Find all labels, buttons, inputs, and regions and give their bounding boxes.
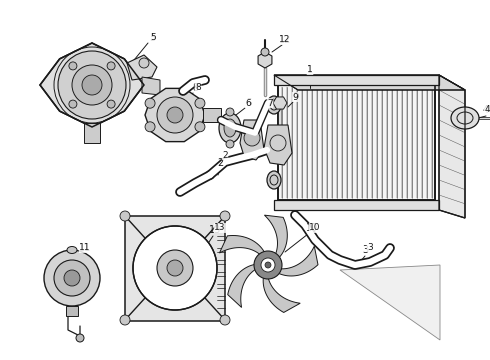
Circle shape [120, 211, 130, 221]
Circle shape [120, 315, 130, 325]
Polygon shape [264, 125, 292, 165]
Text: 2: 2 [222, 150, 228, 159]
Polygon shape [265, 215, 287, 258]
Circle shape [72, 65, 112, 105]
Circle shape [220, 211, 230, 221]
Text: 10: 10 [309, 224, 321, 233]
Circle shape [167, 260, 183, 276]
Polygon shape [228, 264, 257, 307]
Circle shape [107, 100, 115, 108]
Text: 3: 3 [362, 245, 368, 255]
Text: 1: 1 [307, 66, 313, 75]
Text: 13: 13 [214, 224, 226, 233]
Text: 8: 8 [192, 83, 198, 93]
Text: 11: 11 [79, 243, 91, 253]
Text: 5: 5 [149, 33, 155, 43]
Text: 12: 12 [279, 36, 291, 45]
Circle shape [157, 250, 193, 286]
Text: 3: 3 [367, 243, 373, 252]
Polygon shape [277, 246, 318, 276]
Bar [84, 123, 100, 143]
Polygon shape [278, 85, 435, 200]
Text: 10: 10 [306, 223, 318, 233]
Circle shape [220, 315, 230, 325]
Text: 13: 13 [209, 225, 221, 235]
Bar [125, 216, 225, 321]
Circle shape [82, 75, 102, 95]
Polygon shape [40, 43, 144, 127]
Text: 6: 6 [245, 98, 251, 108]
Circle shape [76, 334, 84, 342]
Text: 5: 5 [150, 32, 156, 41]
Circle shape [226, 108, 234, 116]
Polygon shape [220, 235, 265, 255]
Text: 9: 9 [292, 93, 298, 102]
Circle shape [44, 250, 100, 306]
Circle shape [254, 251, 282, 279]
Polygon shape [274, 75, 465, 90]
Circle shape [64, 270, 80, 286]
Polygon shape [263, 276, 300, 312]
Circle shape [69, 62, 77, 70]
Ellipse shape [224, 119, 236, 137]
Circle shape [244, 130, 260, 146]
Circle shape [139, 58, 149, 68]
Text: 7: 7 [267, 99, 273, 108]
Circle shape [167, 107, 183, 123]
Circle shape [54, 260, 90, 296]
Circle shape [261, 258, 275, 272]
Polygon shape [274, 200, 439, 210]
Circle shape [195, 122, 205, 132]
Circle shape [133, 226, 217, 310]
Polygon shape [145, 88, 205, 141]
Ellipse shape [67, 247, 77, 253]
Text: 2: 2 [217, 158, 223, 168]
Polygon shape [127, 55, 157, 80]
Circle shape [58, 51, 126, 119]
Bar [66, 306, 78, 316]
Text: 4: 4 [483, 105, 489, 115]
Text: 8: 8 [195, 84, 201, 93]
Circle shape [261, 48, 269, 56]
Ellipse shape [451, 107, 479, 129]
Polygon shape [273, 97, 287, 109]
Circle shape [265, 262, 271, 268]
Polygon shape [258, 52, 272, 68]
Circle shape [157, 97, 193, 133]
Polygon shape [274, 75, 439, 85]
Text: 12: 12 [279, 35, 291, 45]
Text: 4: 4 [484, 105, 490, 114]
Text: 9: 9 [292, 92, 298, 102]
Text: 6: 6 [245, 99, 251, 108]
Circle shape [107, 62, 115, 70]
Ellipse shape [219, 113, 241, 143]
Polygon shape [142, 77, 160, 95]
Circle shape [145, 98, 155, 108]
Polygon shape [240, 120, 264, 160]
Circle shape [145, 122, 155, 132]
Polygon shape [340, 265, 440, 340]
Bar [203, 108, 221, 122]
Polygon shape [439, 75, 465, 218]
Circle shape [195, 98, 205, 108]
Ellipse shape [267, 171, 281, 189]
Circle shape [69, 100, 77, 108]
Text: 11: 11 [79, 243, 91, 252]
Text: 1: 1 [307, 65, 313, 75]
Circle shape [226, 140, 234, 148]
Ellipse shape [267, 96, 281, 114]
Text: 7: 7 [267, 98, 273, 108]
